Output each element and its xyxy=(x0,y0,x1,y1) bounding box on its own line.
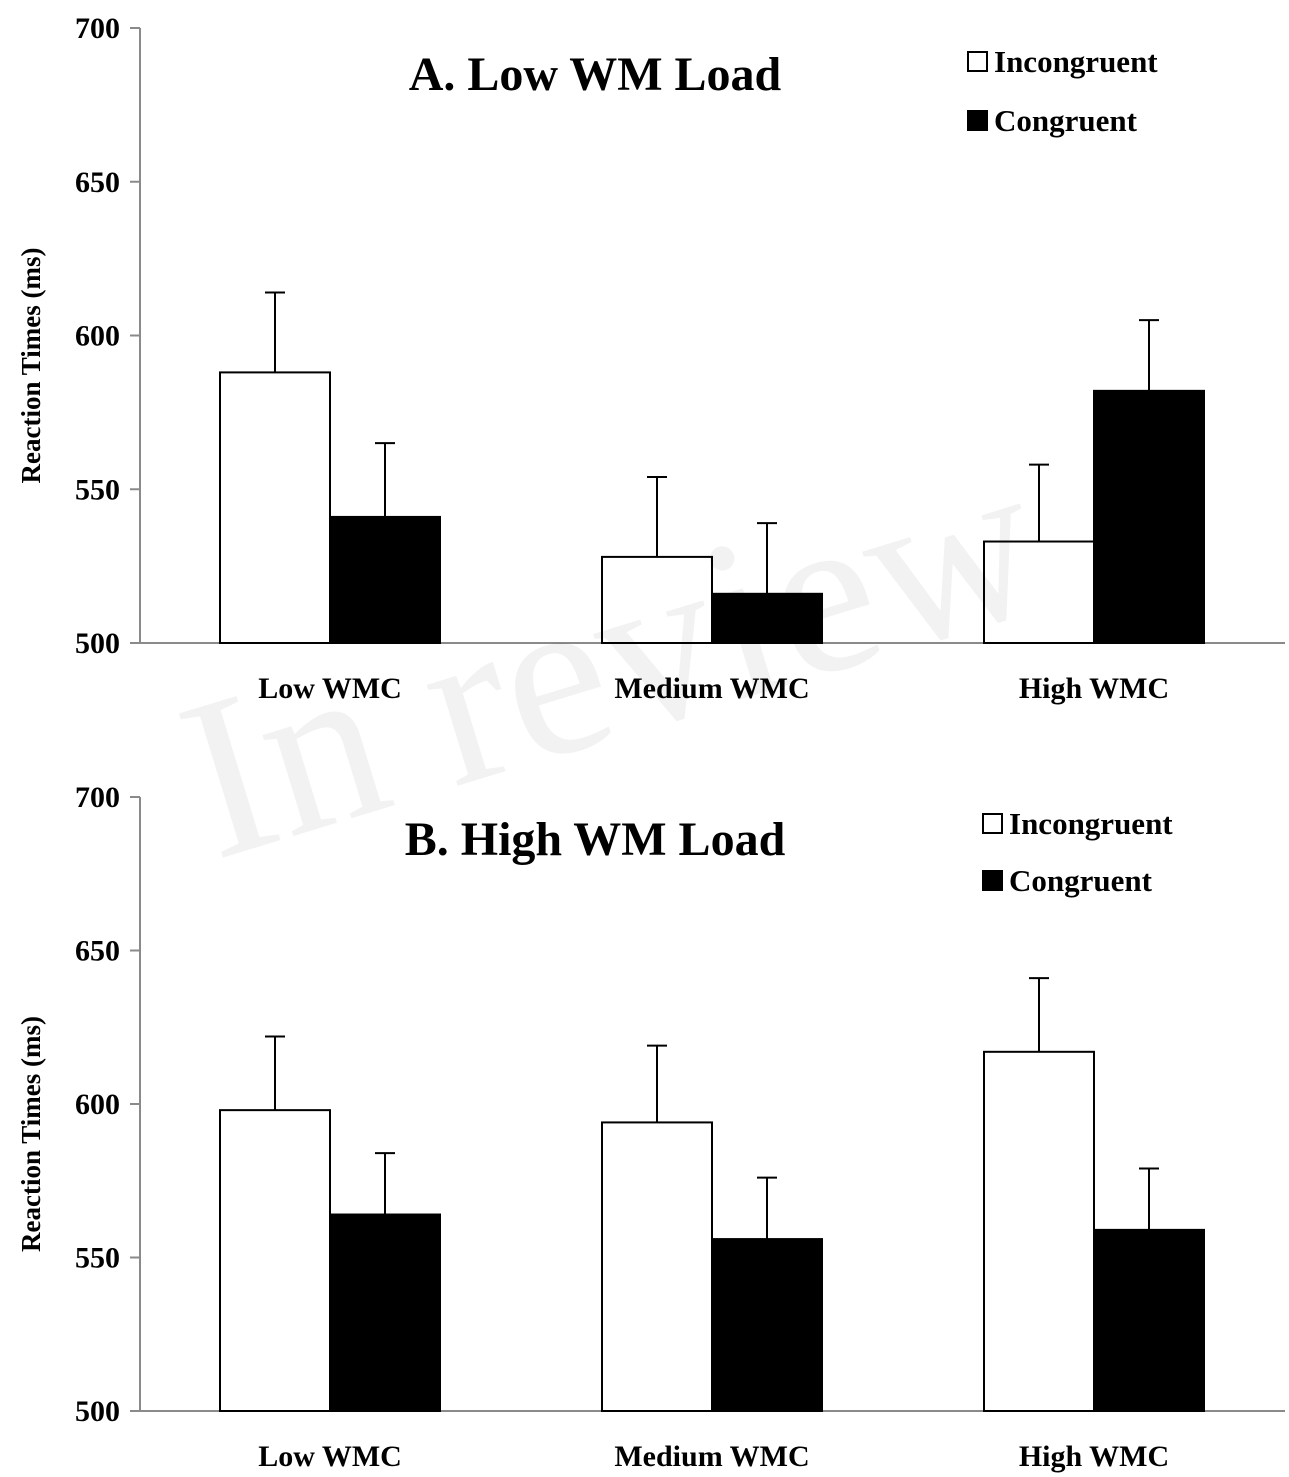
x-tick-label: Medium WMC xyxy=(614,672,809,705)
legend-swatch-congruent xyxy=(982,870,1003,891)
panel-a: 500 550 600 650 700 Reaction Times (ms) Low WM… xyxy=(16,12,1285,705)
bar-congruent-1 xyxy=(711,1238,823,1412)
y-tick-label: 650 xyxy=(75,166,120,199)
panel-b: 500 550 600 650 700 Reaction Times (ms) Low WM… xyxy=(16,781,1285,1473)
x-tick-label: Low WMC xyxy=(258,1440,402,1473)
y-tick-label: 550 xyxy=(75,1242,120,1275)
chart-title: B. High WM Load xyxy=(405,813,786,866)
bar-incongruent-1 xyxy=(601,555,713,645)
y-tick-label: 700 xyxy=(75,12,120,45)
bar-congruent-2 xyxy=(1093,1228,1205,1412)
y-tick-label: 600 xyxy=(75,320,120,353)
bar-congruent-2 xyxy=(1093,389,1205,644)
bar-congruent-0 xyxy=(329,1213,441,1413)
legend-label: Incongruent xyxy=(994,44,1158,79)
y-tick-label: 650 xyxy=(75,935,120,968)
y-tick-label: 500 xyxy=(75,1395,120,1428)
y-tick-label: 500 xyxy=(75,627,120,660)
y-axis-label: Reaction Times (ms) xyxy=(16,248,46,484)
y-axis-label: Reaction Times (ms) xyxy=(16,1016,46,1252)
legend-label: Congruent xyxy=(994,103,1138,138)
y-tick-label: 600 xyxy=(75,1088,120,1121)
legend-swatch-incongruent xyxy=(982,813,1003,834)
legend-swatch-incongruent xyxy=(967,51,988,72)
x-tick-label: High WMC xyxy=(1019,672,1169,705)
bar-congruent-1 xyxy=(711,592,823,644)
x-tick-label: Medium WMC xyxy=(614,1440,809,1473)
bar-incongruent-0 xyxy=(219,371,331,644)
bar-congruent-0 xyxy=(329,515,441,644)
legend-label: Congruent xyxy=(1009,863,1153,898)
x-tick-label: High WMC xyxy=(1019,1440,1169,1473)
bar-incongruent-1 xyxy=(601,1121,713,1413)
y-tick-label: 550 xyxy=(75,473,120,506)
bar-incongruent-2 xyxy=(983,1050,1095,1413)
legend-swatch-congruent xyxy=(967,110,988,131)
legend-label: Incongruent xyxy=(1009,806,1173,841)
x-tick-label: Low WMC xyxy=(258,672,402,705)
y-tick-label: 700 xyxy=(75,781,120,814)
chart-title: A. Low WM Load xyxy=(409,48,782,101)
bar-incongruent-0 xyxy=(219,1109,331,1412)
